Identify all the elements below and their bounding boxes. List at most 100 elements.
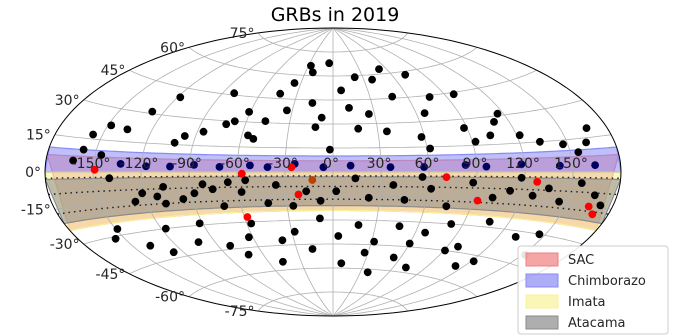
grb-point bbox=[354, 221, 363, 229]
legend-swatch bbox=[525, 294, 559, 309]
grid-meridian bbox=[332, 28, 526, 316]
legend-frame bbox=[517, 245, 669, 335]
ra-tick-label: -90° bbox=[172, 156, 202, 172]
grb-point bbox=[400, 196, 409, 204]
grb-point bbox=[249, 135, 258, 143]
grid-meridian bbox=[236, 28, 334, 316]
grb-point bbox=[488, 193, 497, 202]
grb-point bbox=[245, 108, 254, 116]
grid-meridian bbox=[332, 28, 478, 316]
grb-point bbox=[425, 93, 434, 101]
grb-point bbox=[159, 183, 168, 191]
grb-point bbox=[325, 59, 334, 68]
legend-swatch bbox=[525, 315, 559, 330]
grb-point bbox=[283, 106, 291, 115]
grb-point bbox=[405, 239, 414, 248]
grb-point bbox=[289, 202, 298, 210]
grb-point bbox=[332, 187, 341, 196]
grb-point bbox=[363, 268, 372, 277]
grb-point bbox=[383, 127, 391, 136]
grb-point bbox=[190, 189, 199, 198]
grb-point bbox=[545, 184, 553, 193]
grb-point bbox=[308, 176, 317, 184]
grb-point bbox=[247, 219, 256, 228]
grb-point bbox=[148, 107, 157, 116]
grb-point bbox=[230, 89, 239, 98]
grb-point bbox=[208, 185, 217, 194]
grb-point bbox=[365, 110, 373, 118]
dec-tick-label: 45° bbox=[101, 63, 126, 79]
grb-point bbox=[138, 189, 147, 198]
grb-point bbox=[319, 163, 328, 172]
grb-point bbox=[261, 117, 270, 125]
dec-tick-label: -75° bbox=[225, 304, 255, 320]
grb-point bbox=[389, 181, 398, 189]
dec-tick-label: -60° bbox=[155, 290, 185, 306]
grb-point bbox=[116, 160, 125, 168]
grb-point bbox=[460, 124, 468, 132]
grb-point bbox=[246, 161, 254, 170]
grb-point bbox=[559, 140, 567, 149]
grb-point bbox=[142, 162, 150, 171]
dec-tick-label: 0° bbox=[25, 165, 41, 181]
legend-label: SAC bbox=[568, 253, 594, 268]
grb-point bbox=[528, 191, 537, 200]
grb-point bbox=[364, 193, 373, 202]
grb-point bbox=[107, 121, 116, 130]
grb-point bbox=[179, 195, 188, 203]
grb-point bbox=[279, 257, 287, 266]
grb-point bbox=[220, 202, 229, 211]
grb-point bbox=[469, 257, 478, 266]
grb-point bbox=[517, 173, 526, 182]
legend-label: Imata bbox=[568, 295, 606, 310]
grb-point bbox=[241, 176, 250, 185]
grb-point bbox=[226, 241, 235, 250]
grb-point bbox=[354, 124, 363, 133]
grb-point bbox=[308, 68, 317, 77]
grb-point bbox=[418, 173, 427, 181]
dec-tick-label: -30° bbox=[50, 237, 80, 253]
grb-point bbox=[490, 118, 498, 126]
grb-point bbox=[337, 86, 345, 95]
grb-point bbox=[131, 197, 140, 206]
grb-point bbox=[169, 248, 178, 257]
grb-point bbox=[264, 199, 273, 208]
grb-point bbox=[90, 165, 99, 174]
ra-tick-labels: -150° -120° -90° -60° -30° 0° 30° 60° 90° 120° 150… bbox=[72, 156, 588, 172]
grb-point bbox=[420, 109, 429, 117]
grb-point bbox=[199, 127, 208, 136]
dec-tick-label: 75° bbox=[230, 26, 255, 42]
grb-point bbox=[290, 227, 299, 236]
grb-point bbox=[237, 169, 246, 178]
ra-tick-label: 60° bbox=[415, 156, 440, 172]
grb-point bbox=[574, 148, 583, 157]
grb-point bbox=[111, 234, 120, 243]
grb-point bbox=[515, 131, 524, 140]
dec-tick-label: 15° bbox=[26, 128, 51, 144]
grb-point bbox=[215, 163, 224, 171]
grb-point bbox=[555, 197, 563, 206]
grb-point bbox=[473, 196, 482, 205]
ra-tick-label: 150° bbox=[554, 156, 588, 172]
grid-meridian bbox=[332, 28, 382, 316]
grb-point bbox=[334, 232, 343, 240]
grb-point bbox=[170, 138, 179, 147]
grb-point bbox=[590, 191, 599, 200]
grb-point bbox=[326, 145, 334, 154]
grb-point bbox=[146, 241, 155, 250]
grb-point bbox=[420, 163, 428, 171]
grb-points bbox=[69, 59, 605, 277]
grb-point bbox=[442, 173, 451, 182]
ra-tick-label: -150° bbox=[72, 156, 111, 172]
grb-point bbox=[153, 192, 162, 201]
grb-point bbox=[386, 163, 395, 172]
grb-point bbox=[79, 145, 88, 154]
coordinate-grid bbox=[45, 28, 621, 316]
grb-point bbox=[447, 220, 456, 228]
grb-point bbox=[195, 219, 204, 228]
grb-point bbox=[222, 120, 231, 129]
sky-outline bbox=[44, 27, 622, 317]
dec-tick-label: 60° bbox=[160, 40, 185, 56]
grb-point bbox=[591, 161, 599, 170]
